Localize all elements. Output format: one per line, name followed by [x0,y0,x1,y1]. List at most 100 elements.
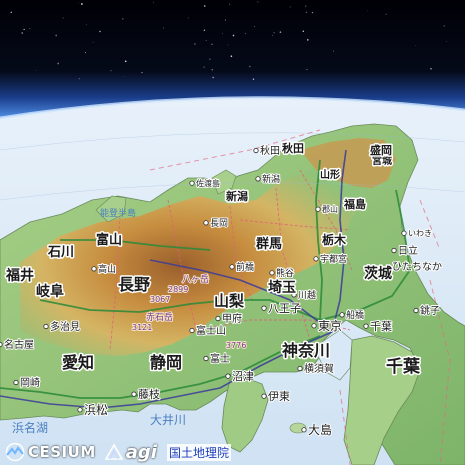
citie-label-akita-city: 秋田 [260,144,280,157]
boso-peninsula [343,335,421,465]
city-marker-nagoya[interactable] [0,341,3,348]
city-marker-okazaki[interactable] [13,379,19,386]
city-marker-kumagaya[interactable] [269,270,275,276]
star [305,11,308,14]
star [29,28,31,29]
citie-label-niigata-city: 新潟 [262,173,280,185]
prefecture-label-niigata: 新潟 [226,189,248,203]
star [163,27,164,29]
star [252,78,255,80]
citie-label-hamamatsu: 浜松 [84,403,108,417]
star [209,58,211,60]
star [205,40,207,41]
city-marker-tajimi[interactable] [43,323,49,330]
expressways [0,159,411,399]
city-marker-iwaki[interactable] [401,230,407,236]
mountain-label-elev-2899: 2899 [168,285,188,294]
star [57,62,60,65]
star [81,3,83,5]
citie-label-kofu: 甲府 [222,312,242,325]
city-marker-tokyo[interactable] [311,323,317,329]
star [311,11,314,14]
star [21,32,23,34]
citie-label-iwaki: いわき [408,229,432,238]
star [187,17,189,19]
citie-label-chiba-city: 千葉 [370,319,392,333]
city-marker-nagaoka[interactable] [203,220,209,226]
city-marker-hitachinaka[interactable] [385,263,391,270]
citie-label-nagoya: 名古屋 [4,338,34,351]
gsi-credit-link[interactable]: 国土地理院 [166,443,231,461]
sado-island [211,169,237,195]
star [273,32,275,34]
city-marker-fuji[interactable] [203,355,209,362]
star [221,32,223,34]
city-marker-hamamatsu[interactable] [77,407,83,413]
citie-label-nagaoka: 長岡 [210,218,228,229]
cesium-logo[interactable]: CESIUM [4,443,96,461]
city-marker-kawagoe[interactable] [291,292,297,298]
city-marker-koriyama[interactable] [315,206,321,212]
prefecture-label-gifu: 岐阜 [36,283,64,300]
citie-label-hitachinaka: ひたちなか [392,261,442,273]
city-marker-yokosuka[interactable] [297,365,303,372]
citie-label-koriyama: 郡山 [322,204,338,214]
prefecture-label-gunma: 群馬 [256,236,282,252]
citie-label-sado: 佐渡島 [196,178,220,188]
city-marker-numazu[interactable] [225,373,231,379]
city-marker-funabashi[interactable] [339,312,345,318]
city-marker-hitachi[interactable] [391,247,397,254]
star [123,76,125,77]
city-marker-utsunomiya[interactable] [313,256,319,262]
city-marker-sado[interactable] [189,180,195,186]
citie-label-takayama: 高山 [98,263,116,275]
star [203,66,205,68]
star [211,69,213,71]
city-marker-akita-city[interactable] [253,147,259,154]
star [230,55,233,57]
city-marker-fujieda[interactable] [131,391,137,397]
northern-highlands [300,138,396,188]
city-marker-ito[interactable] [261,393,267,399]
star [279,31,282,33]
prefecture-label-yamagata: 山形 [320,168,340,181]
star [85,52,86,54]
city-marker-choshi[interactable] [413,307,419,314]
star [245,33,246,35]
city-marker-hachioji[interactable] [261,305,267,311]
noto-peninsula [95,195,127,223]
star [229,3,231,5]
star [430,68,432,70]
prefecture-label-akita: 秋田 [282,141,304,155]
prefecture-label-fukushima: 福島 [343,197,366,211]
prefecture-label-shizuoka: 静岡 [150,353,182,372]
prefecture-label-ibaraki: 茨城 [364,265,392,282]
star [305,5,307,7]
agi-icon [104,443,124,460]
star [257,1,259,3]
agi-logo[interactable]: agi [104,442,157,463]
star [110,70,112,72]
maritime-boundaries [149,129,451,465]
mountain-label-elev-3121: 3121 [132,323,152,332]
star [99,30,101,33]
star [23,28,25,31]
star [306,69,308,71]
city-marker-chiba-city[interactable] [363,323,369,329]
star [224,19,226,21]
star [141,71,143,74]
citie-label-tajimi: 多治見 [50,320,80,333]
citie-label-okazaki: 岡崎 [20,376,40,389]
city-marker-takayama[interactable] [91,266,97,272]
city-marker-oshima[interactable] [301,427,307,433]
star [211,43,213,46]
city-marker-maebashi[interactable] [229,264,235,270]
cesium-icon [5,443,25,461]
star [227,44,229,46]
city-marker-fujisan[interactable] [189,327,195,334]
stars [10,1,447,80]
city-marker-niigata-city[interactable] [255,176,261,182]
city-marker-kofu[interactable] [215,315,221,322]
